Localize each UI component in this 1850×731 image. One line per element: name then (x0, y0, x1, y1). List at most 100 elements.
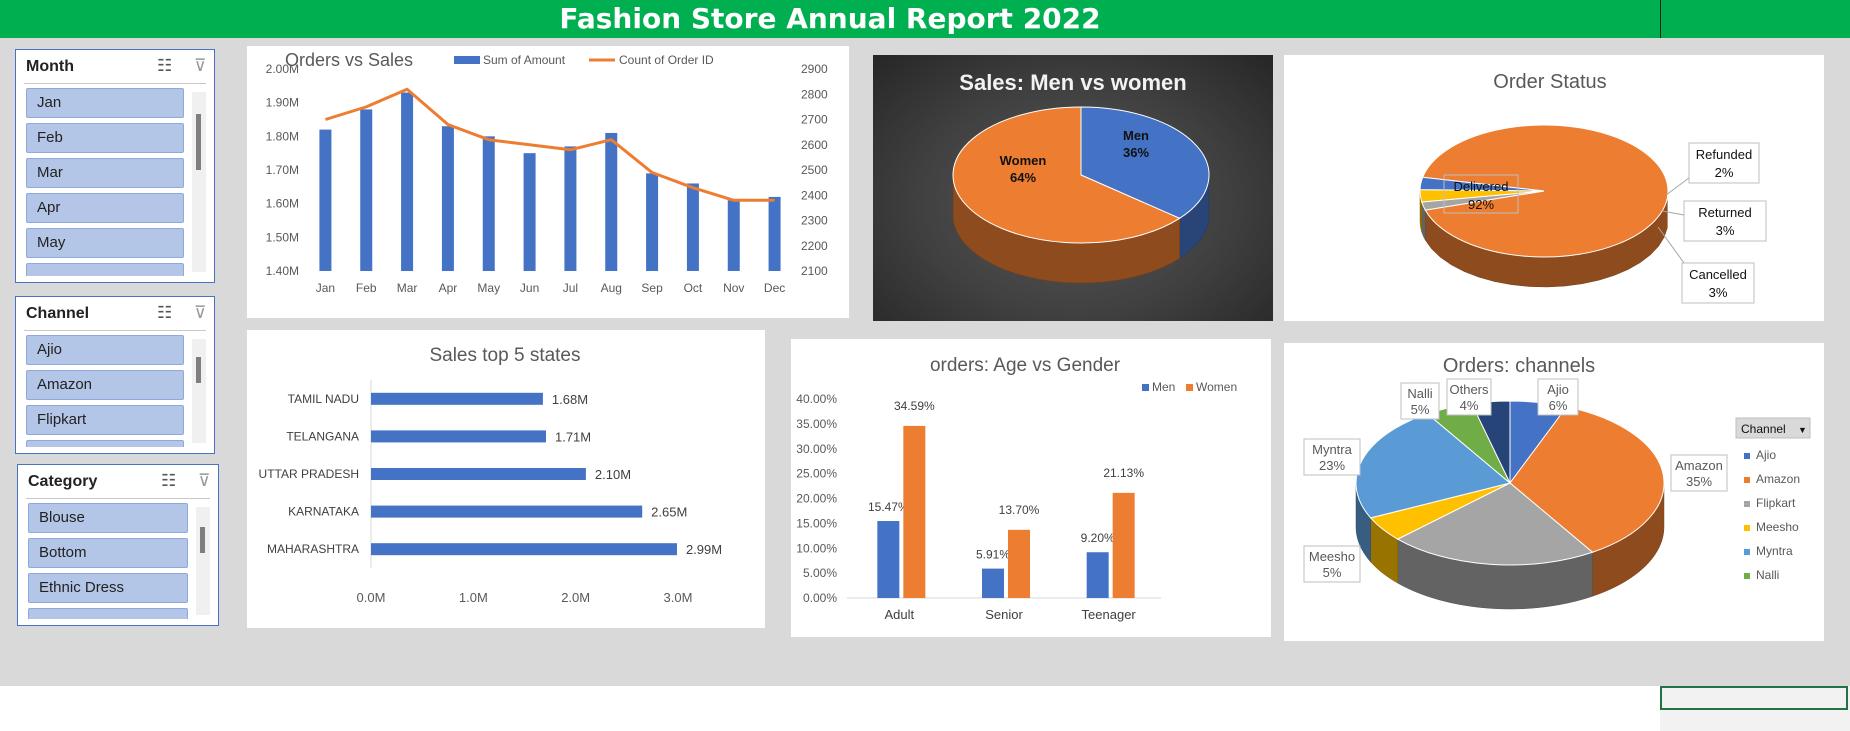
chart-age-vs-gender[interactable]: orders: Age vs Gender Men Women 0.00% 5.00% 1… (791, 339, 1271, 637)
line-order-count (324, 87, 775, 202)
slicer-item-blouse[interactable]: Blouse (28, 503, 188, 533)
clear-filter-icon[interactable]: ⊽ (194, 56, 207, 75)
slicer-category-scrollbar[interactable] (196, 507, 210, 615)
slicer-category[interactable]: Category ☷ ⊽ Blouse Bottom Ethnic Dress (17, 464, 219, 626)
order-status-slice-3 (1419, 176, 1545, 192)
slicer-item-flipkart[interactable]: Flipkart (26, 405, 184, 435)
legend-label-count: Count of Order ID (619, 53, 714, 67)
x-tick-label: Jun (520, 281, 539, 295)
ajio-label: Ajio (1547, 382, 1569, 397)
meesho-value: 5% (1323, 565, 1342, 580)
slicer-item-may[interactable]: May (26, 228, 184, 258)
slicer-item-partial[interactable] (28, 608, 188, 619)
myntra-label: Myntra (1312, 442, 1353, 457)
slicer-item-ajio[interactable]: Ajio (26, 335, 184, 365)
chart-title: Order Status (1493, 71, 1606, 93)
y-tick-right: 2700 (801, 113, 828, 127)
bar-label: 34.59% (894, 399, 935, 413)
report-title: Fashion Store Annual Report 2022 (559, 2, 1101, 35)
myntra-value: 23% (1319, 458, 1345, 473)
x-tick: 2.0M (561, 590, 590, 605)
sales-top-states-svg: Sales top 5 states TAMIL NADU 1.68M TELANGA… (259, 345, 723, 605)
x-tick-label: Mar (397, 281, 418, 295)
legend-swatch (1744, 477, 1750, 483)
returned-value: 3% (1716, 223, 1735, 238)
chart-sales-men-women[interactable]: Sales: Men vs women Men 36% Women 64% (873, 55, 1273, 321)
chart-sales-top-states[interactable]: Sales top 5 states TAMIL NADU 1.68M TELANGA… (247, 330, 765, 628)
chart-title: orders: Age vs Gender (930, 355, 1121, 376)
y-tick-state: TELANGANA (286, 429, 359, 443)
slicer-channel-items: Ajio Amazon Flipkart (26, 335, 184, 447)
y-tick-right: 2500 (801, 163, 828, 177)
legend-title: Channel (1741, 422, 1786, 436)
slicer-channel-scrollbar[interactable] (192, 339, 206, 443)
slicer-month-scrollbar[interactable] (192, 92, 206, 272)
chart-title: Orders vs Sales (285, 50, 413, 70)
y-tick-right: 2100 (801, 264, 828, 278)
y-tick-left: 1.90M (266, 96, 299, 110)
x-tick-label: May (477, 281, 500, 295)
legend-label: Flipkart (1756, 496, 1796, 510)
bar-state (371, 505, 643, 518)
delivered-label: Delivered (1454, 179, 1509, 194)
clear-filter-icon[interactable]: ⊽ (198, 471, 211, 490)
x-tick: 3.0M (664, 590, 693, 605)
returned-box (1683, 200, 1767, 242)
y-tick-right: 2200 (801, 239, 828, 253)
x-tick-label: Nov (723, 281, 744, 295)
chart-orders-vs-sales[interactable]: Orders vs Sales Sum of Amount Count of Ord… (247, 46, 849, 318)
y-tick-state: UTTAR PRADESH (259, 467, 359, 481)
slicer-item-partial[interactable] (26, 263, 184, 276)
order-status-svg: Order Status Delivered 92% Refunded 2% Return… (1419, 71, 1767, 304)
x-tick: 0.0M (357, 590, 386, 605)
x-tick-label: Dec (764, 281, 785, 295)
ajio-box (1537, 378, 1579, 416)
slicer-item-partial[interactable] (26, 440, 184, 447)
channels-slice-1 (1509, 406, 1665, 553)
selected-cell[interactable] (1660, 686, 1848, 710)
legend-swatch (1744, 549, 1750, 555)
slicer-item-feb[interactable]: Feb (26, 123, 184, 153)
legend-label-men: Men (1152, 380, 1175, 394)
x-tick: Senior (985, 607, 1023, 622)
y-tick-state: MAHARASHTRA (267, 542, 359, 556)
slicer-item-ethnic-dress[interactable]: Ethnic Dress (28, 573, 188, 603)
delivered-value: 92% (1468, 197, 1494, 212)
chart-title: Sales: Men vs women (959, 70, 1186, 95)
sales-men-women-svg: Sales: Men vs women Men 36% Women 64% (952, 70, 1210, 284)
bar-amount (441, 126, 454, 271)
slicer-item-apr[interactable]: Apr (26, 193, 184, 223)
multi-select-icon[interactable]: ☷ (157, 303, 173, 322)
legend-label: Amazon (1756, 472, 1800, 486)
legend-label-women: Women (1196, 380, 1237, 394)
slicer-channel[interactable]: Channel ☷ ⊽ Ajio Amazon Flipkart (15, 296, 215, 454)
slicer-month-items: Jan Feb Mar Apr May (26, 88, 184, 276)
men-women-slice-0 (1080, 106, 1210, 219)
legend-label: Meesho (1756, 520, 1799, 534)
multi-select-icon[interactable]: ☷ (157, 56, 173, 75)
delivered-box (1443, 174, 1519, 214)
nalli-label: Nalli (1407, 386, 1432, 401)
slicer-item-jan[interactable]: Jan (26, 88, 184, 118)
cancelled-box (1681, 262, 1755, 304)
y-tick: 20.00% (796, 492, 837, 506)
slicer-item-mar[interactable]: Mar (26, 158, 184, 188)
bar-amount (727, 200, 740, 271)
y-tick: 5.00% (803, 566, 837, 580)
x-tick-label: Jan (316, 281, 335, 295)
bar-amount (360, 109, 373, 272)
slicer-category-title: Category (28, 473, 98, 490)
x-tick-label: Apr (439, 281, 458, 295)
slicer-month[interactable]: Month ☷ ⊽ Jan Feb Mar Apr May (15, 49, 215, 283)
y-tick-state: TAMIL NADU (288, 392, 359, 406)
chart-orders-channels[interactable]: Orders: channelsAjio6%Amazon35%Flipkart2… (1284, 343, 1824, 641)
bar-label: 9.20% (1081, 531, 1115, 545)
slicer-item-bottom[interactable]: Bottom (28, 538, 188, 568)
multi-select-icon[interactable]: ☷ (161, 471, 177, 490)
nalli-value: 5% (1411, 402, 1430, 417)
y-tick: 0.00% (803, 591, 837, 605)
slicer-item-amazon[interactable]: Amazon (26, 370, 184, 400)
chart-order-status[interactable]: Order Status Delivered 92% Refunded 2% Return… (1284, 55, 1824, 321)
clear-filter-icon[interactable]: ⊽ (194, 303, 207, 322)
legend-swatch (1744, 525, 1750, 531)
